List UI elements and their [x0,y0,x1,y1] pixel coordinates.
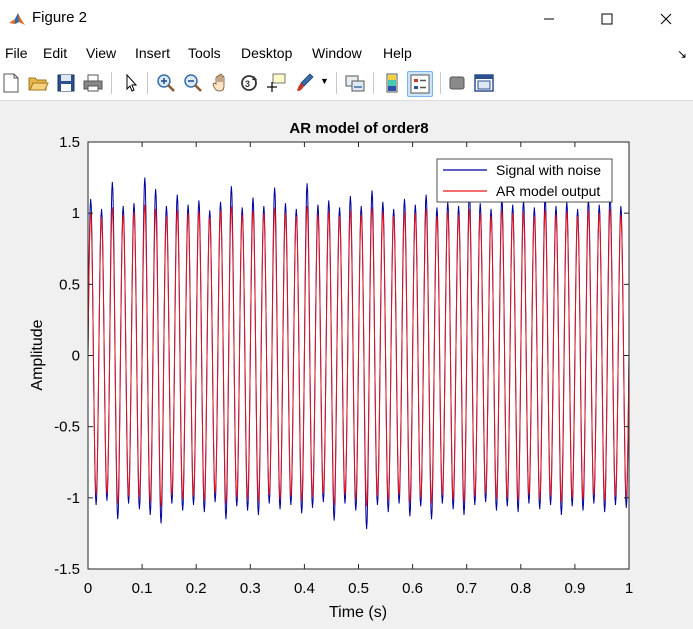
minimize-icon [544,18,554,20]
pan-icon[interactable] [210,72,232,94]
x-axis-label: Time (s) [329,604,387,621]
x-tick-label: 0.1 [132,580,153,597]
x-tick-label: 0.5 [348,580,369,597]
new-figure-icon[interactable] [0,72,22,94]
y-tick-label: 0 [72,348,80,365]
x-tick-label: 0.9 [564,580,585,597]
menu-help[interactable]: Help [383,45,412,61]
dock-arrow-icon[interactable]: ↘ [676,47,687,61]
toolbar-separator [111,72,112,94]
print-icon[interactable] [82,72,104,94]
brush-icon[interactable] [294,72,316,94]
toolbar-separator [336,72,337,94]
x-tick-label: 0.4 [294,580,315,597]
menu-file[interactable]: File [5,45,28,61]
axes-layer: 0 0.1 0.2 0.3 0.4 0.5 0.6 0.7 0.8 0.9 1 1.5 1 0.5 0 -0.… [54,134,633,597]
data-cursor-icon[interactable] [265,72,287,94]
pointer-icon[interactable] [120,72,142,94]
x-tick-label: 1 [625,580,633,597]
zoom-in-icon[interactable] [155,72,177,94]
menu-insert[interactable]: Insert [135,45,171,61]
x-tick-label: 0.8 [510,580,531,597]
y-tick-label: -1 [67,490,80,507]
legend-signal-label: Signal with noise [496,162,601,178]
legend[interactable]: Signal with noise AR model output [436,158,613,203]
y-axis-label: Amplitude [29,319,46,390]
toolbar-separator [373,72,374,94]
legend-model-label: AR model output [496,183,600,199]
close-button[interactable] [643,0,689,38]
legend-toggle-button[interactable] [407,71,433,97]
brush-dropdown-icon[interactable]: ▼ [320,76,329,86]
menu-window[interactable]: Window [312,45,362,61]
menu-bar: File Edit View Insert Tools Desktop Wind… [0,38,693,66]
figure-toolbar: 3 ▼ [0,66,693,101]
y-tick-label: 0.5 [59,276,80,293]
title-bar: Figure 2 [0,0,693,38]
save-icon[interactable] [55,72,77,94]
link-plot-icon[interactable] [344,72,366,94]
maximize-button[interactable] [584,0,630,38]
show-plot-tools-icon[interactable] [473,72,495,94]
menu-view[interactable]: View [86,45,117,61]
hide-plot-tools-icon[interactable] [446,72,468,94]
y-tick-label: 1 [72,205,80,222]
legend-box [436,158,613,203]
menu-edit[interactable]: Edit [43,45,68,61]
x-tick-label: 0.2 [186,580,207,597]
chart-title: AR model of order8 [289,120,428,137]
minimize-button[interactable] [526,0,572,38]
legend-icon [410,74,430,94]
close-icon [660,13,672,25]
y-tick-label: -0.5 [54,419,80,436]
zoom-out-icon[interactable] [182,72,204,94]
toolbar-separator [440,72,441,94]
menu-desktop[interactable]: Desktop [241,45,293,61]
chart: AR model of order8 0 0.1 0.2 0.3 0.4 0.5 0.6 0.… [29,120,633,621]
matlab-logo-icon [7,9,27,29]
x-tick-label: 0.3 [240,580,261,597]
maximize-icon [601,13,613,25]
window-title: Figure 2 [32,9,88,26]
colorbar-icon[interactable] [381,72,403,94]
y-tick-label: -1.5 [54,561,80,578]
menu-tools[interactable]: Tools [188,45,221,61]
open-icon[interactable] [27,72,49,94]
series-layer [87,177,630,530]
figure-canvas: AR model of order8 0 0.1 0.2 0.3 0.4 0.5 0.6 0.… [0,101,693,629]
x-tick-label: 0.6 [402,580,423,597]
x-tick-label: 0.7 [456,580,477,597]
x-tick-label: 0 [84,580,92,597]
svg-text:3: 3 [245,79,250,89]
y-tick-label: 1.5 [59,134,80,151]
ar-model-output-line [87,204,630,507]
rotate-3d-icon[interactable]: 3 [238,72,260,94]
toolbar-separator [147,72,148,94]
